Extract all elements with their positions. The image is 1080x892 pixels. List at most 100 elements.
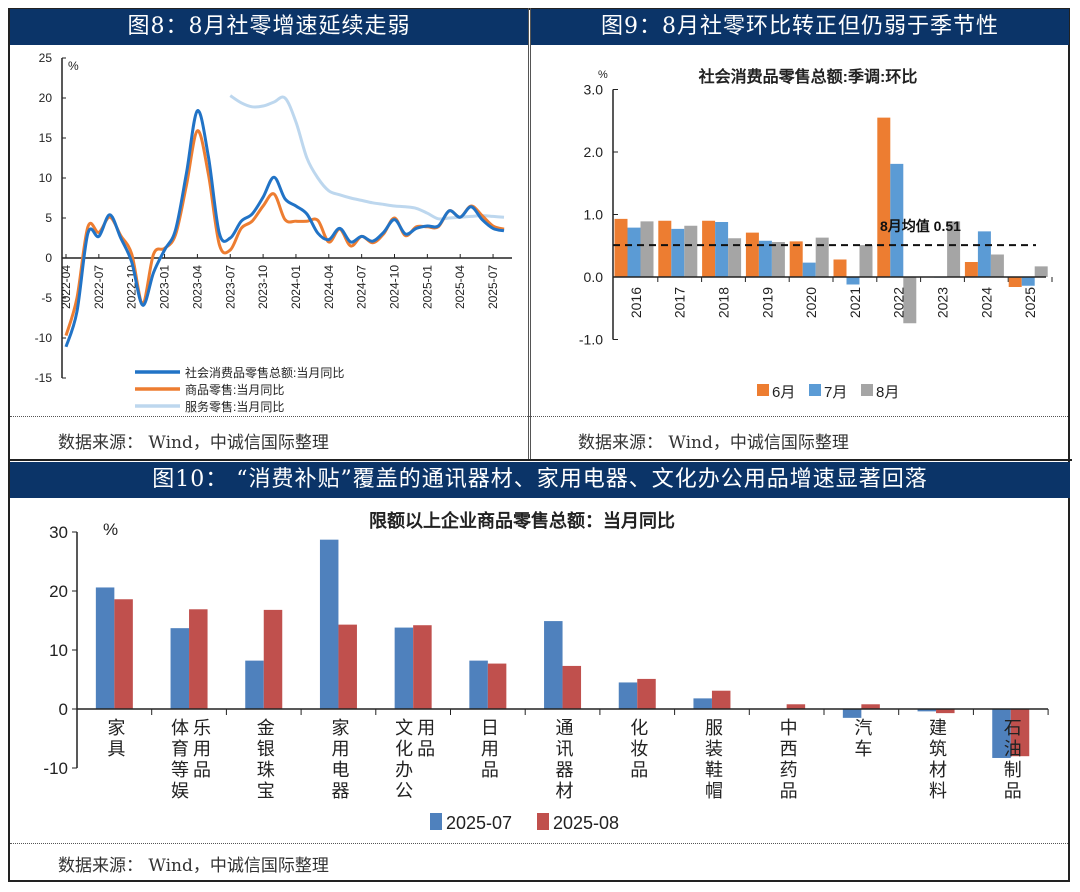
fig10-bar	[544, 621, 563, 709]
fig9-bar	[1008, 277, 1022, 287]
fig9-bar	[877, 117, 891, 277]
fig9-chart-title: 社会消费品零售总额:季调:环比	[698, 67, 918, 86]
fig10-bar	[114, 599, 133, 709]
fig10-bar	[562, 665, 582, 709]
fig8-legend-label: 服务零售:当月同比	[185, 399, 284, 414]
fig10-bar	[786, 704, 806, 709]
fig10-y-tick-label: 10	[49, 641, 68, 660]
fig10-bar	[618, 682, 638, 709]
fig8-y-tick-label: 20	[39, 91, 53, 105]
fig8-y-unit: %	[68, 59, 79, 73]
fig10-bar	[189, 609, 208, 709]
fig10-y-tick-label: 20	[49, 582, 68, 601]
fig9-x-tick-label: 2025	[1022, 287, 1038, 318]
fig8-x-tick-label: 2024-04	[322, 265, 336, 309]
fig10-bar	[917, 709, 937, 712]
fig10-bar	[394, 627, 414, 709]
fig8-y-tick-label: 5	[45, 211, 52, 225]
fig9-x-tick-label: 2024	[978, 287, 994, 318]
fig8-x-tick-label: 2022-04	[59, 265, 73, 309]
fig9-bar	[859, 245, 873, 277]
fig10-bar	[319, 539, 339, 709]
fig10-bar	[861, 704, 880, 709]
fig9-bar	[789, 241, 803, 277]
fig8-x-tick-label: 2024-07	[355, 265, 369, 309]
fig10-legend-label: 2025-07	[446, 813, 512, 833]
fig9-title: 图9：8月社零环比转正但仍弱于季节性	[531, 9, 1069, 45]
fig10-bar	[936, 709, 955, 714]
fig10-category-label: 中西药品	[776, 718, 798, 802]
fig10-bar	[263, 609, 283, 709]
fig9-source: 数据来源： Wind，中诚信国际整理	[578, 433, 849, 453]
fig8-title: 图8：8月社零增速延续走弱	[10, 9, 528, 45]
fig10-bar	[170, 628, 190, 709]
fig9-bar	[702, 220, 716, 277]
fig9-y-tick-label: 2.0	[584, 144, 604, 160]
fig9-bar	[614, 218, 628, 277]
fig10-y-unit: %	[103, 520, 118, 539]
dotted-separator	[10, 416, 1068, 417]
fig9-bar	[658, 220, 672, 277]
fig9-legend-swatch	[861, 384, 873, 396]
fig9-bar	[1021, 277, 1035, 286]
fig10-bar	[338, 624, 357, 709]
fig8-x-tick-label: 2023-07	[223, 265, 237, 309]
fig9-bar	[728, 238, 742, 277]
fig10-bar	[413, 625, 432, 709]
fig9-y-tick-label: -1.0	[579, 332, 603, 348]
fig9-x-tick-label: 2016	[628, 287, 644, 318]
fig9-bar	[627, 227, 641, 277]
fig8-x-tick-label: 2025-01	[420, 265, 434, 309]
fig10-category-label: 通讯器材	[552, 718, 574, 802]
fig9-bar	[771, 242, 785, 277]
fig9-x-tick-label: 2022	[891, 287, 907, 318]
fig8-y-tick-label: -5	[41, 291, 52, 305]
fig8-y-tick-label: 10	[39, 171, 53, 185]
fig10-bar	[992, 709, 1011, 758]
fig8-y-tick-label: 25	[39, 51, 53, 65]
fig9-legend-swatch	[809, 384, 821, 396]
fig8-x-tick-label: 2022-07	[92, 265, 106, 309]
fig10-bar	[95, 587, 115, 709]
fig8-y-tick-label: 0	[45, 251, 52, 265]
fig9-bar	[846, 277, 860, 285]
fig10-category-label: 文化办公用品	[392, 718, 436, 802]
fig10-category-label: 日用品	[477, 718, 499, 781]
fig8-x-tick-label: 2023-04	[190, 265, 204, 309]
fig9-bar	[640, 221, 654, 277]
fig8-series-line	[64, 109, 505, 348]
fig9-x-tick-label: 2020	[803, 287, 819, 318]
fig9-y-tick-label: 0.0	[584, 269, 604, 285]
fig10-category-label: 家用电器	[328, 718, 350, 802]
fig10-bar	[693, 698, 712, 709]
fig10-category-label: 服装鞋帽	[701, 718, 723, 802]
fig10-y-tick-label: 0	[59, 700, 68, 719]
dotted-separator	[10, 843, 1068, 844]
fig9-bar	[964, 262, 978, 277]
fig10-legend-swatch	[537, 813, 549, 830]
fig9-bar	[715, 222, 729, 277]
fig8-x-tick-label: 2023-01	[158, 265, 172, 309]
fig8-x-tick-label: 2025-04	[453, 265, 467, 309]
fig10-category-label: 石油制品	[1000, 718, 1022, 802]
fig9-x-tick-label: 2018	[716, 287, 732, 318]
fig10-source: 数据来源： Wind，中诚信国际整理	[58, 856, 329, 876]
fig9-x-tick-label: 2021	[847, 287, 863, 318]
fig9-bar	[977, 231, 991, 277]
fig9-bar	[990, 254, 1004, 277]
fig10-bar	[245, 660, 264, 709]
fig9-bar	[758, 240, 772, 277]
fig8-x-tick-label: 2024-10	[388, 265, 402, 309]
fig9-legend-label: 7月	[824, 384, 847, 401]
fig9-legend-swatch	[757, 384, 769, 396]
fig9-bar	[802, 262, 816, 277]
fig9-bar	[1034, 266, 1048, 277]
fig9-legend-label: 6月	[772, 384, 795, 401]
fig10-chart-title: 限额以上企业商品零售总额：当月同比	[369, 510, 675, 531]
fig9-bar	[947, 221, 961, 277]
fig10-y-tick-label: 30	[49, 523, 68, 542]
fig8-series-line	[229, 94, 505, 221]
fig10-y-tick-label: -10	[43, 759, 68, 778]
fig9-y-tick-label: 1.0	[584, 207, 604, 223]
